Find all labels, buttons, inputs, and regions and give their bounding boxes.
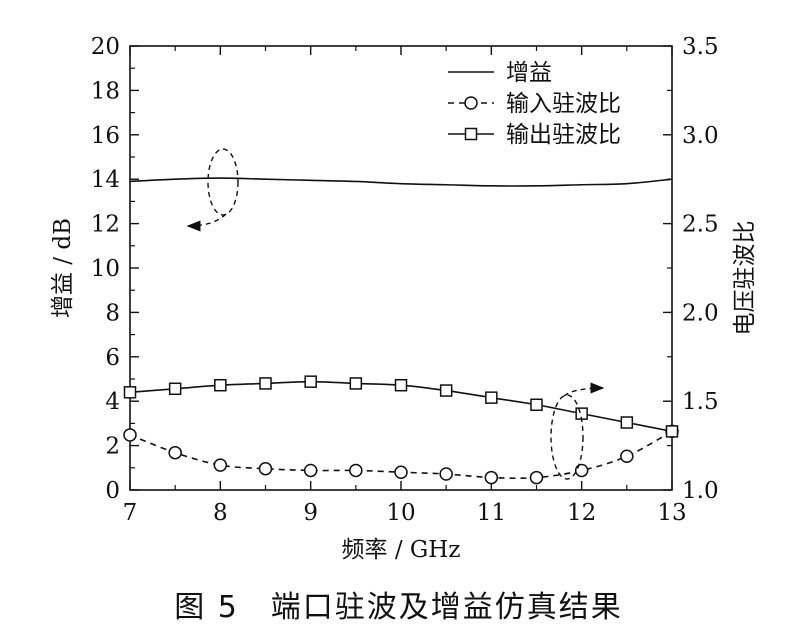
legend-marker-circle xyxy=(464,96,478,110)
legend-label-2: 输出驻波比 xyxy=(506,122,621,148)
figure-caption: 图 5 端口驻波及增益仿真结果 xyxy=(174,590,623,625)
y-left-tick-label: 20 xyxy=(91,34,120,60)
x-tick-label: 7 xyxy=(123,500,138,526)
data-point-square xyxy=(665,425,679,438)
y-left-tick-label: 10 xyxy=(91,256,120,282)
x-tick-label: 12 xyxy=(567,500,596,526)
y-left-tick-label: 16 xyxy=(91,123,120,149)
data-point-circle xyxy=(213,458,228,472)
data-point-square xyxy=(394,378,408,392)
data-point-square xyxy=(304,375,317,388)
data-point-circle xyxy=(574,463,589,478)
data-point-square xyxy=(620,416,634,429)
data-point-square xyxy=(168,382,182,396)
data-point-square xyxy=(214,378,227,392)
y-left-tick-label: 4 xyxy=(105,389,120,415)
data-point-square xyxy=(123,386,137,399)
y-right-tick-label: 3.0 xyxy=(682,123,719,149)
y-right-axis-title: 电压驻波比 xyxy=(732,221,758,336)
data-point-circle xyxy=(620,449,634,464)
y-left-axis-title: 增益 / dB xyxy=(50,218,76,318)
y-left-tick-label: 12 xyxy=(91,212,120,238)
y-right-tick-label: 1.5 xyxy=(682,389,719,415)
y-left-tick-label: 8 xyxy=(105,300,120,326)
x-tick-label: 8 xyxy=(213,500,228,526)
data-point-square xyxy=(439,384,453,397)
data-point-square xyxy=(349,377,363,390)
x-tick-label: 9 xyxy=(303,500,318,526)
y-left-tick-label: 2 xyxy=(105,434,120,460)
annotation-arrow-right xyxy=(563,382,605,397)
y-left-tick-label: 14 xyxy=(91,167,120,193)
data-point-circle xyxy=(303,463,318,478)
data-point-circle xyxy=(529,470,544,485)
data-point-circle xyxy=(394,465,408,479)
annotation-ellipse-vswr xyxy=(550,394,584,480)
y-right-tick-label: 2.0 xyxy=(682,300,719,326)
data-point-circle xyxy=(439,467,453,481)
y-left-tick-label: 0 xyxy=(105,478,120,504)
x-axis-title: 频率 / GHz xyxy=(342,537,461,563)
data-point-circle xyxy=(123,428,137,442)
y-right-tick-label: 2.5 xyxy=(682,212,719,238)
data-point-circle xyxy=(484,470,499,485)
data-point-square xyxy=(530,398,543,412)
legend-label-0: 增益 xyxy=(506,60,552,86)
data-point-circle xyxy=(168,445,182,460)
annotation-arrow-left xyxy=(186,213,227,232)
chart: 7 8 9 10 11 12 13 0 2 4 6 8 10 12 14 16 18 20 1.0 1.5 2.0 2.5… xyxy=(50,34,758,563)
legend-label-1: 输入驻波比 xyxy=(506,91,621,117)
data-point-circle xyxy=(349,463,363,478)
annotation-ellipse-gain xyxy=(207,148,239,216)
x-tick-label: 10 xyxy=(386,500,415,526)
data-point-square xyxy=(259,377,272,390)
x-tick-label: 11 xyxy=(477,500,506,526)
data-point-circle xyxy=(258,461,273,476)
y-right-tick-label: 1.0 xyxy=(682,478,719,504)
legend-marker-square xyxy=(464,127,478,141)
data-point-square xyxy=(485,391,498,404)
y-left-tick-label: 18 xyxy=(91,78,120,104)
series-line-0 xyxy=(129,177,673,187)
y-left-tick-label: 6 xyxy=(105,345,120,371)
y-right-tick-label: 3.5 xyxy=(682,34,719,60)
x-tick-label: 13 xyxy=(657,500,686,526)
